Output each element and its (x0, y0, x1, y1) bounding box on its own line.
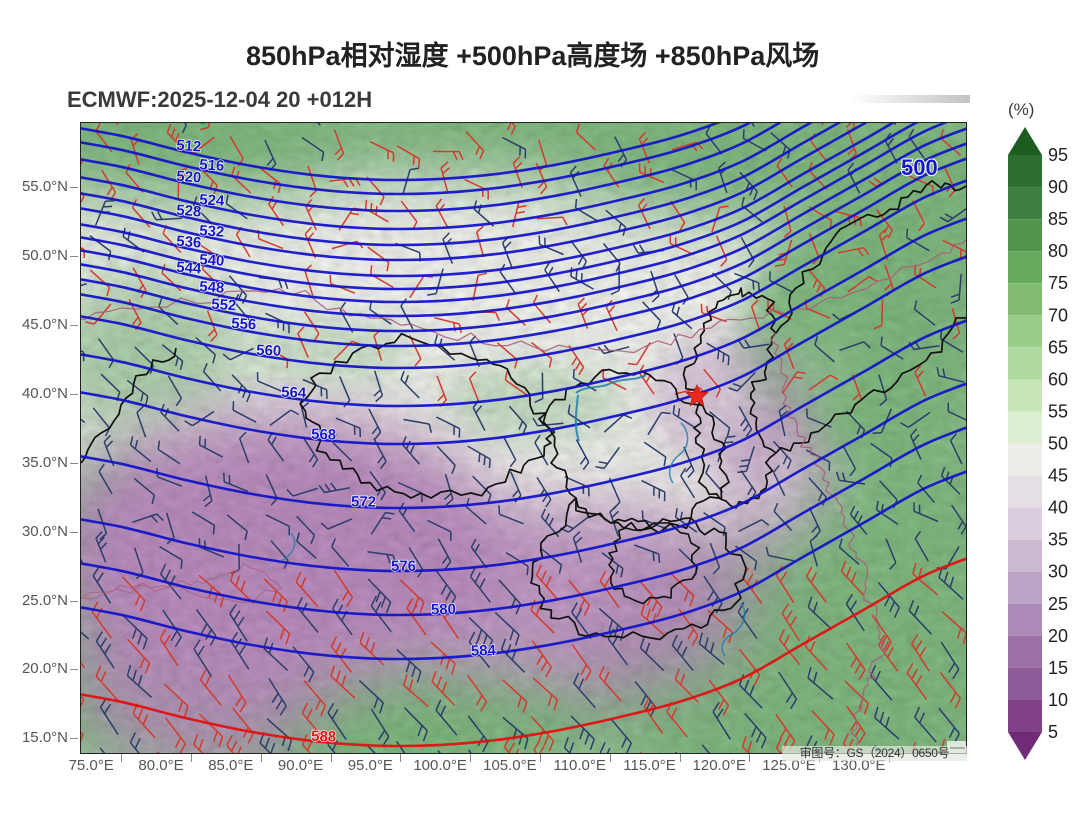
svg-text:548: 548 (199, 278, 225, 297)
svg-text:564: 564 (281, 384, 307, 402)
svg-text:55: 55 (1048, 401, 1068, 421)
svg-text:516: 516 (199, 156, 225, 175)
svg-text:30: 30 (1048, 562, 1068, 582)
svg-text:556: 556 (231, 315, 257, 333)
svg-text:532: 532 (199, 222, 225, 241)
svg-text:588: 588 (311, 728, 337, 746)
svg-text:25: 25 (1048, 594, 1068, 614)
svg-text:75: 75 (1048, 273, 1068, 293)
svg-text:552: 552 (211, 296, 237, 315)
svg-text:(%): (%) (1008, 100, 1034, 119)
svg-text:35: 35 (1048, 530, 1068, 550)
svg-text:528: 528 (176, 202, 202, 221)
svg-text:500: 500 (901, 155, 938, 180)
svg-text:40: 40 (1048, 498, 1068, 518)
svg-text:70: 70 (1048, 305, 1068, 325)
svg-text:5: 5 (1048, 722, 1058, 742)
svg-text:520: 520 (176, 168, 202, 187)
svg-text:45: 45 (1048, 466, 1068, 486)
svg-text:50: 50 (1048, 434, 1068, 454)
svg-text:95: 95 (1048, 145, 1068, 165)
svg-text:584: 584 (471, 642, 497, 660)
svg-text:15: 15 (1048, 658, 1068, 678)
svg-text:90: 90 (1048, 177, 1068, 197)
svg-text:540: 540 (199, 251, 225, 270)
svg-text:524: 524 (199, 191, 226, 210)
svg-text:560: 560 (256, 342, 282, 360)
svg-text:80: 80 (1048, 241, 1068, 261)
svg-text:20: 20 (1048, 626, 1068, 646)
svg-text:576: 576 (391, 558, 416, 575)
svg-text:568: 568 (311, 426, 337, 444)
svg-text:10: 10 (1048, 690, 1068, 710)
svg-text:580: 580 (431, 601, 456, 618)
svg-text:536: 536 (176, 233, 202, 252)
svg-text:85: 85 (1048, 209, 1068, 229)
svg-text:512: 512 (176, 137, 202, 156)
svg-text:65: 65 (1048, 337, 1068, 357)
svg-text:572: 572 (351, 493, 376, 510)
svg-text:544: 544 (176, 259, 203, 278)
svg-text:60: 60 (1048, 369, 1068, 389)
